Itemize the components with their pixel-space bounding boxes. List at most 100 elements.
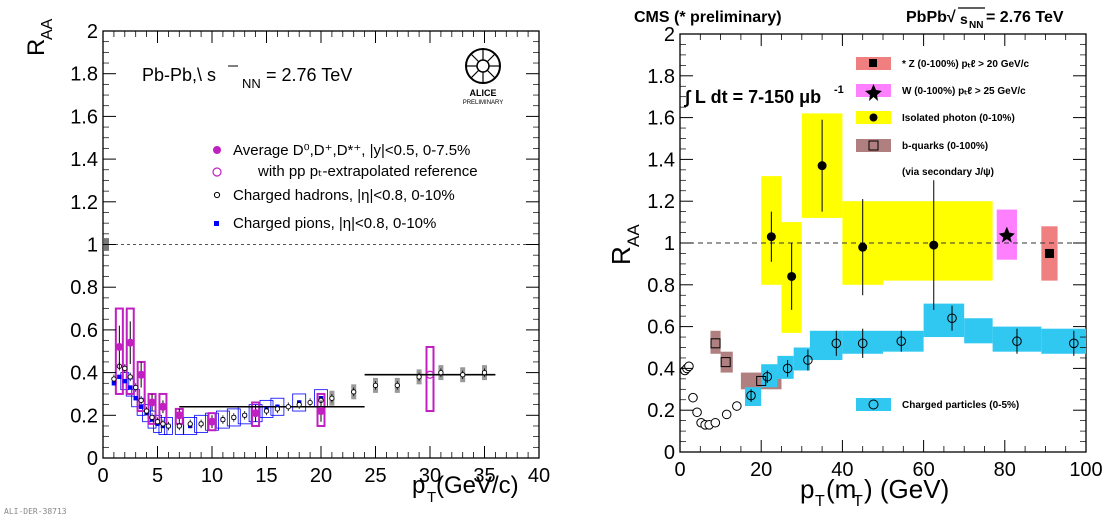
- left-y-tick-label: 1.4: [70, 149, 98, 171]
- left-x-tick-label: 20: [310, 465, 332, 487]
- legend-marker-hadrons: [213, 191, 221, 199]
- hadron-point: [438, 369, 444, 376]
- right-panel: 0 20 40 60 80 10000.20.40.60.811.21.41.61.82 …: [606, 7, 1103, 510]
- charged-point: [692, 407, 702, 418]
- legend-marker-charged: [868, 399, 879, 410]
- pion-point: [138, 404, 144, 409]
- legend-label-z: * Z (0-100%) pₜℓ > 20 GeV/c: [902, 59, 1029, 70]
- svg-text:) (GeV): ) (GeV): [864, 474, 949, 504]
- right-x-tick-label: 60: [912, 459, 934, 481]
- right-bands-layer: [710, 113, 1086, 407]
- left-y-tick-label: 1.6: [70, 106, 98, 128]
- dmeson-point: [115, 342, 124, 351]
- hadron-point: [143, 408, 150, 414]
- legend-marker-w: [865, 84, 882, 101]
- svg-text:= 2.76 TeV: = 2.76 TeV: [986, 9, 1064, 26]
- svg-text:s: s: [960, 11, 968, 27]
- charged-point: [732, 401, 742, 411]
- left-panel: 0 5 10 15 20 25 30 35 40 0 0.2 0.4 0.6 0.8 1 1.2 1.4 1.6 1…: [4, 18, 550, 516]
- dmeson-point: [148, 398, 157, 407]
- left-system-label: Pb-Pb,\ s NN = 2.76 TeV: [142, 65, 352, 91]
- left-y-tick-label: 0.2: [70, 405, 98, 427]
- hadron-point: [372, 382, 379, 389]
- hadron-point: [296, 401, 302, 408]
- hadron-point: [460, 372, 466, 378]
- hadron-point: [133, 384, 139, 391]
- svg-text:R: R: [23, 39, 50, 56]
- left-x-axis-label: p T (GeV/c): [412, 472, 519, 506]
- legend-label-bquark: b-quarks (0-100%): [902, 141, 988, 152]
- legend-label-bquark-note: (via secondary J/ψ): [902, 167, 994, 178]
- photon-point: [787, 271, 797, 281]
- hadron-point: [122, 365, 128, 371]
- left-footer-tag: ALI-DER-38713: [4, 507, 67, 516]
- photon-point: [817, 161, 827, 171]
- bquark-band: [720, 351, 733, 373]
- svg-text:Pb-Pb,\ s: Pb-Pb,\ s: [142, 65, 216, 85]
- left-y-tick-label: 1.8: [70, 64, 98, 86]
- dmeson-point: [175, 411, 184, 420]
- hadron-point: [138, 397, 144, 404]
- charged-band: [777, 355, 794, 379]
- right-y-tick-label: 1.2: [647, 191, 675, 213]
- left-y-axis-label: R AA: [23, 18, 56, 56]
- legend-label-w: W (0-100%) pₜℓ > 25 GeV/c: [902, 86, 1026, 97]
- svg-text:T: T: [815, 493, 825, 510]
- bquark-point: [720, 357, 731, 368]
- svg-text:PRELIMINARY: PRELIMINARY: [463, 100, 504, 106]
- charged-point: [721, 409, 732, 420]
- right-x-tick-label: 80: [994, 459, 1016, 481]
- charged-band: [809, 330, 843, 361]
- hadron-point: [187, 421, 193, 427]
- hadron-point: [351, 389, 357, 395]
- pion-point: [128, 385, 133, 390]
- photon-band: [883, 201, 993, 281]
- hadron-point: [231, 414, 237, 421]
- legend-marker-z: [869, 59, 877, 67]
- right-y-tick-label: 0.4: [647, 358, 675, 380]
- charged-point: [762, 371, 773, 382]
- svg-text:ALICE: ALICE: [470, 88, 497, 98]
- hadron-point: [394, 382, 400, 389]
- right-y-tick-label: 0.2: [647, 400, 675, 422]
- right-y-tick-label: 1.6: [647, 108, 675, 130]
- dmeson-point: [251, 409, 260, 418]
- left-marks-layer: [103, 244, 539, 431]
- hadron-point: [285, 404, 291, 410]
- hadron-point: [416, 374, 422, 380]
- alice-logo: ALICE PRELIMINARY: [463, 48, 504, 106]
- hadron-point: [127, 374, 133, 380]
- photon-point: [766, 232, 776, 242]
- svg-text:AA: AA: [39, 18, 56, 40]
- svg-text:(m: (m: [826, 474, 856, 504]
- right-lumi-label: ∫ L dt = 7-150 μb -1: [684, 84, 844, 107]
- svg-text:p: p: [800, 474, 814, 504]
- legend-marker-bquark: [868, 140, 879, 151]
- legend-box-charged: [856, 398, 891, 411]
- right-x-tick-label: 20: [750, 459, 772, 481]
- dmeson-point: [208, 417, 216, 426]
- charged-point: [1012, 336, 1022, 347]
- left-x-tick-label: 0: [97, 465, 108, 487]
- svg-text:= 2.76 TeV: = 2.76 TeV: [266, 65, 352, 85]
- left-ticks-layer: 0 5 10 15 20 25 30 35 40 0 0.2 0.4 0.6 0.8 1 1.2 1.4 1.6 1…: [70, 21, 550, 487]
- left-x-tick-label: 25: [364, 465, 386, 487]
- dmeson-sys-box: [114, 307, 124, 395]
- hadron-point: [263, 408, 270, 414]
- charged-band: [923, 303, 965, 338]
- right-x-tick-label: 100: [1069, 459, 1102, 481]
- dmeson-point: [317, 407, 325, 416]
- right-x-tick-label: 40: [831, 459, 853, 481]
- left-x-tick-label: 5: [152, 465, 163, 487]
- right-header-left: CMS (* preliminary): [634, 9, 782, 26]
- pion-sys-box: [142, 404, 152, 423]
- svg-text:T: T: [853, 493, 863, 510]
- hadron-point: [165, 423, 172, 429]
- svg-text:-1: -1: [834, 84, 844, 96]
- right-y-tick-label: 1.4: [647, 149, 675, 171]
- left-y-tick-label: 2: [87, 21, 98, 43]
- photon-point: [929, 240, 939, 250]
- right-y-axis-label: R AA: [606, 224, 643, 265]
- hadron-point: [176, 423, 182, 429]
- dmeson-point: [137, 370, 146, 379]
